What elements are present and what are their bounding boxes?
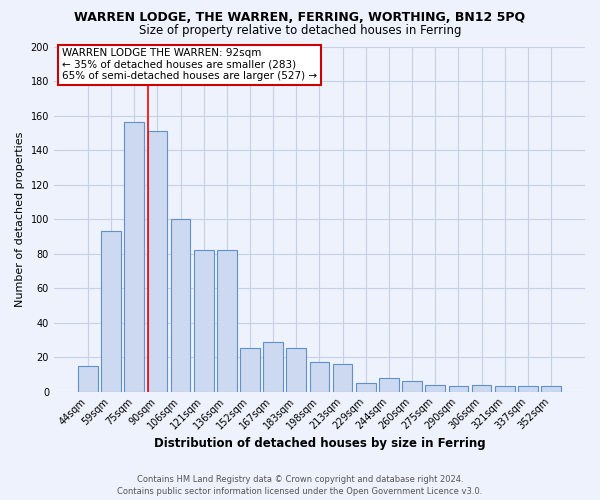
Bar — [101, 231, 121, 392]
Bar — [310, 362, 329, 392]
Bar — [240, 348, 260, 392]
Bar — [541, 386, 561, 392]
Bar — [333, 364, 352, 392]
Bar — [379, 378, 399, 392]
Bar — [194, 250, 214, 392]
Text: Contains HM Land Registry data © Crown copyright and database right 2024.
Contai: Contains HM Land Registry data © Crown c… — [118, 475, 482, 496]
Bar — [425, 384, 445, 392]
Bar — [217, 250, 236, 392]
Text: WARREN LODGE, THE WARREN, FERRING, WORTHING, BN12 5PQ: WARREN LODGE, THE WARREN, FERRING, WORTH… — [74, 11, 526, 24]
Bar — [402, 381, 422, 392]
Bar — [495, 386, 515, 392]
Y-axis label: Number of detached properties: Number of detached properties — [15, 132, 25, 306]
Text: Size of property relative to detached houses in Ferring: Size of property relative to detached ho… — [139, 24, 461, 37]
Bar — [148, 131, 167, 392]
Bar — [124, 122, 144, 392]
Bar — [263, 342, 283, 392]
Bar — [170, 219, 190, 392]
Bar — [356, 383, 376, 392]
Bar — [518, 386, 538, 392]
Text: WARREN LODGE THE WARREN: 92sqm
← 35% of detached houses are smaller (283)
65% of: WARREN LODGE THE WARREN: 92sqm ← 35% of … — [62, 48, 317, 82]
Bar — [449, 386, 468, 392]
Bar — [286, 348, 306, 392]
Bar — [472, 384, 491, 392]
Bar — [78, 366, 98, 392]
X-axis label: Distribution of detached houses by size in Ferring: Distribution of detached houses by size … — [154, 437, 485, 450]
